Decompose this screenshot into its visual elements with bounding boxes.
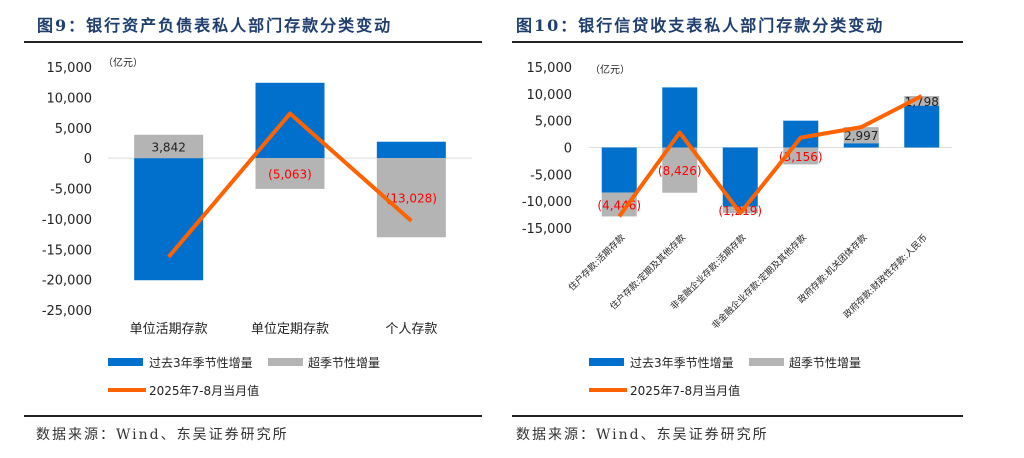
- y-tick-label: 0: [564, 142, 572, 157]
- y-tick-label: -10,000: [42, 213, 92, 228]
- figure-10: 图10：银行信贷收支表私人部门存款分类变动 15,000 10,000 5,000 0…: [512, 0, 1024, 458]
- y-tick-label: -10,000: [522, 195, 572, 210]
- x-tick-label: 政府存款:机关团体存款: [795, 232, 869, 306]
- legend-label: 过去3年季节性增量: [149, 356, 253, 370]
- excess-data-label: (5,063): [268, 168, 312, 182]
- excess-bar: [601, 192, 637, 217]
- excess-data-label: (8,426): [658, 164, 702, 178]
- excess-data-label: 2,997: [844, 129, 878, 143]
- x-tick-label: 非金融企业存款:定期及其他存款: [709, 232, 809, 332]
- seasonal-bar: [376, 141, 446, 159]
- excess-data-label: 3,842: [151, 140, 185, 154]
- excess-data-label: (13,028): [386, 192, 437, 206]
- unit-label: （亿元）: [590, 63, 630, 76]
- x-tick-label: 住户存款:活期存款: [566, 232, 628, 294]
- seasonal-bar: [601, 147, 637, 193]
- seasonal-bar: [255, 82, 325, 159]
- source-note: 数据来源：Wind、东吴证券研究所: [516, 427, 769, 443]
- seasonal-bar: [662, 87, 698, 148]
- y-tick-label: -15,000: [522, 222, 572, 237]
- chart-10: 15,000 10,000 5,000 0 -5,000 -10,000 -15,000 （亿…: [522, 61, 952, 398]
- chart-9: 15,000 10,000 5,000 0 -5,000 -10,000 -15,000 -2…: [42, 56, 472, 398]
- y-tick-label: 15,000: [47, 61, 93, 76]
- y-tick-label: 10,000: [527, 88, 573, 103]
- bottom-divider: [24, 415, 482, 417]
- y-tick-label: -25,000: [42, 304, 92, 319]
- legend-swatch-excess: [268, 358, 303, 366]
- legend-label: 2025年7-8月当月值: [630, 383, 740, 398]
- legend-swatch-excess: [749, 358, 784, 366]
- excess-bar: [662, 147, 698, 193]
- y-tick-label: -5,000: [530, 168, 572, 183]
- y-tick-label: 15,000: [527, 61, 573, 76]
- excess-data-label: (4,446): [597, 199, 641, 213]
- seasonal-bar: [904, 105, 940, 148]
- x-tick-label: 个人存款: [385, 322, 437, 337]
- legend-swatch-seasonal: [108, 358, 143, 366]
- chart-title: 图9：银行资产负债表私人部门存款分类变动: [37, 16, 393, 35]
- legend-label: 2025年7-8月当月值: [149, 383, 259, 398]
- y-tick-label: -15,000: [42, 243, 92, 258]
- excess-bar: [843, 127, 879, 144]
- y-tick-label: -20,000: [42, 274, 92, 289]
- excess-bar: [255, 158, 325, 189]
- y-tick-label: -5,000: [50, 183, 92, 198]
- legend-label: 超季节性增量: [789, 355, 861, 370]
- excess-bar: [134, 134, 204, 159]
- excess-bar: [376, 158, 446, 238]
- excess-bar: [904, 95, 940, 106]
- bottom-divider: [512, 415, 963, 417]
- top-divider: [512, 41, 963, 43]
- top-divider: [24, 41, 482, 43]
- y-tick-label: 5,000: [535, 115, 572, 130]
- legend-swatch-seasonal: [589, 358, 624, 366]
- seasonal-bar: [134, 158, 204, 281]
- chart-title: 图10：银行信贷收支表私人部门存款分类变动: [516, 16, 885, 35]
- line-series: [617, 94, 923, 218]
- figure-9: 图9：银行资产负债表私人部门存款分类变动 15,000 10,000 5,000 0 -…: [24, 16, 482, 443]
- legend-label: 超季节性增量: [308, 355, 380, 370]
- y-tick-label: 0: [84, 152, 92, 167]
- source-note: 数据来源：Wind、东吴证券研究所: [36, 427, 289, 443]
- excess-bar: [783, 147, 819, 165]
- y-tick-label: 10,000: [47, 91, 93, 106]
- y-tick-label: 5,000: [55, 122, 92, 137]
- seasonal-bar: [843, 143, 879, 148]
- unit-label: （亿元）: [103, 56, 143, 69]
- legend-label: 过去3年季节性增量: [630, 356, 734, 370]
- x-tick-label: 单位活期存款: [130, 322, 208, 337]
- x-tick-label: 单位定期存款: [251, 322, 329, 337]
